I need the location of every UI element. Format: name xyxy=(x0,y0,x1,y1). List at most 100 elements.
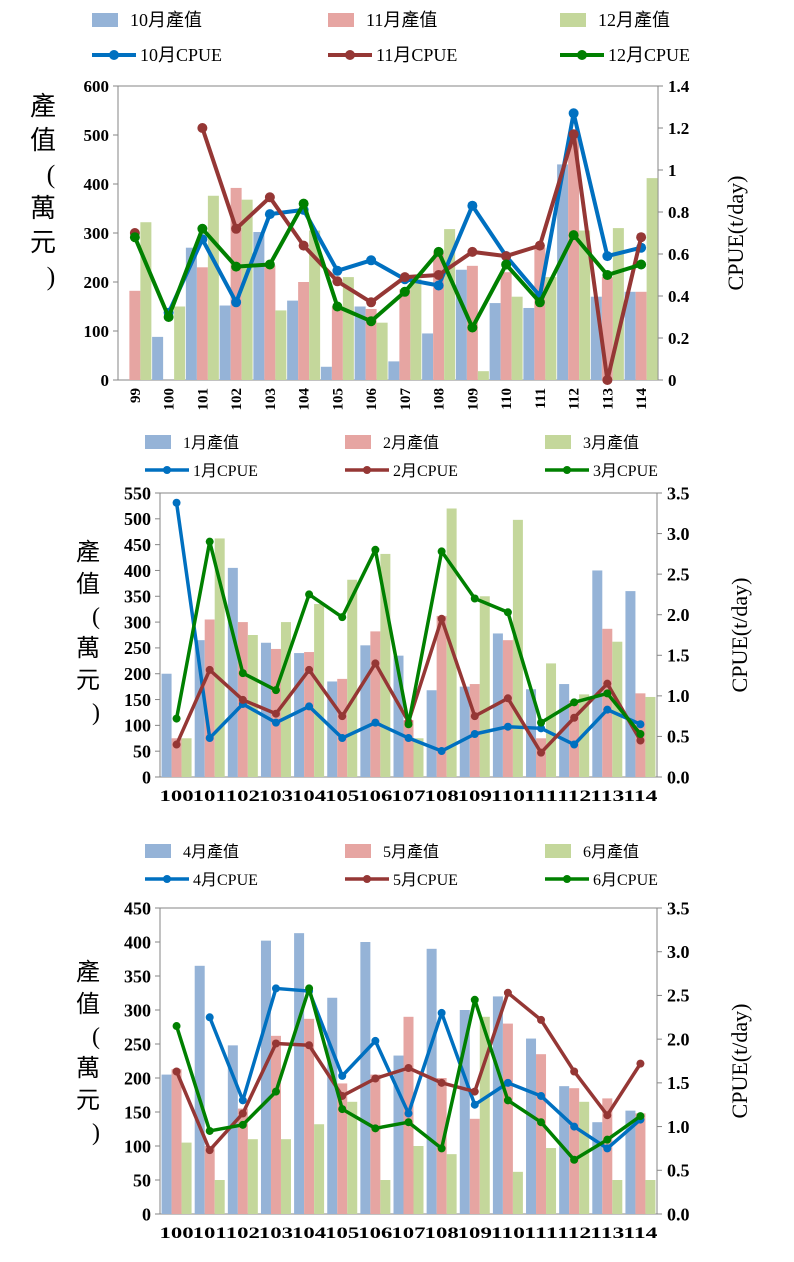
y-tick-label: 350 xyxy=(124,587,151,607)
point-1月CPUE xyxy=(603,705,612,714)
point-12月CPUE xyxy=(501,259,512,270)
bar-11月產值 xyxy=(433,252,445,380)
bar-1月產值 xyxy=(227,567,238,777)
point-1月CPUE xyxy=(437,747,446,756)
y2-axis-title: CPUE(t/day) xyxy=(727,578,752,693)
point-2月CPUE xyxy=(305,665,314,674)
point-11月CPUE xyxy=(298,240,309,251)
legend-label: 6月CPUE xyxy=(593,872,658,889)
bar-2月產值 xyxy=(204,619,215,777)
point-11月CPUE xyxy=(433,270,444,280)
bar-6月產值 xyxy=(247,1139,258,1214)
bar-6月產值 xyxy=(612,1180,623,1214)
bar-10月產值 xyxy=(489,303,501,380)
point-6月CPUE xyxy=(305,984,314,993)
bar-10月產值 xyxy=(523,307,535,380)
point-1月CPUE xyxy=(404,734,413,743)
point-1月CPUE xyxy=(470,729,479,738)
bar-6月產值 xyxy=(446,1154,457,1214)
point-5月CPUE xyxy=(537,1015,546,1024)
y2-tick-label: 3.5 xyxy=(667,483,690,503)
point-5月CPUE xyxy=(238,1109,247,1118)
x-tick-label: 110 xyxy=(491,1225,525,1242)
y2-axis-title: CPUE(t/day) xyxy=(723,176,748,291)
bar-4月產值 xyxy=(327,997,338,1214)
y2-tick-label: 1 xyxy=(668,161,677,180)
bar-3月產值 xyxy=(645,696,656,777)
y-tick-label: 500 xyxy=(84,126,110,145)
y2-tick-label: 2.5 xyxy=(667,986,690,1006)
legend-label: 5月產值 xyxy=(383,843,439,861)
bar-6月產值 xyxy=(413,1146,424,1214)
point-3月CPUE xyxy=(404,720,413,729)
y-axis-title: 產值(萬元) xyxy=(76,539,100,726)
x-tick-label: 99 xyxy=(128,388,144,403)
point-6月CPUE xyxy=(603,1135,612,1144)
point-5月CPUE xyxy=(205,1146,214,1155)
bar-5月產值 xyxy=(171,1069,182,1214)
y-tick-label: 50 xyxy=(133,1170,151,1190)
y-tick-label: 350 xyxy=(124,966,151,986)
point-4月CPUE xyxy=(470,1100,479,1109)
point-12月CPUE xyxy=(163,312,174,322)
point-3月CPUE xyxy=(371,545,380,554)
y-tick-label: 0 xyxy=(142,1204,151,1224)
point-1月CPUE xyxy=(305,702,314,711)
point-6月CPUE xyxy=(537,1118,546,1127)
y-tick-label: 400 xyxy=(124,561,151,581)
legend-label: 11月CPUE xyxy=(376,45,457,65)
point-11月CPUE xyxy=(636,232,647,243)
bar-4月產值 xyxy=(227,1045,238,1214)
y2-tick-label: 0.2 xyxy=(668,329,689,348)
y2-tick-label: 1.5 xyxy=(667,646,690,666)
bar-4月產值 xyxy=(592,1122,603,1214)
y-tick-label: 450 xyxy=(124,898,151,918)
point-6月CPUE xyxy=(338,1105,347,1114)
point-3月CPUE xyxy=(437,547,446,556)
y-tick-label: 400 xyxy=(84,175,110,194)
x-tick-label: 105 xyxy=(325,1225,359,1242)
line-11月CPUE xyxy=(200,127,644,382)
bar-4月產值 xyxy=(294,933,305,1214)
legend-swatch-1月產值 xyxy=(145,435,171,449)
bar-3月產值 xyxy=(479,596,490,777)
bar-3月產值 xyxy=(214,538,225,777)
y2-tick-label: 1.0 xyxy=(667,1117,690,1137)
bar-12月產值 xyxy=(174,306,186,380)
bar-12月產值 xyxy=(545,277,557,380)
bar-12月產值 xyxy=(612,228,624,380)
x-tick-label: 114 xyxy=(623,788,657,805)
x-tick-label: 105 xyxy=(330,388,346,411)
bar-10月產值 xyxy=(354,306,366,380)
bar-4月產值 xyxy=(161,1074,172,1214)
point-1月CPUE xyxy=(636,720,645,729)
bar-10月產值 xyxy=(185,247,197,380)
bar-12月產值 xyxy=(309,230,321,380)
x-tick-label: 114 xyxy=(623,1225,657,1242)
y-tick-label: 100 xyxy=(84,322,110,341)
point-5月CPUE xyxy=(470,1087,479,1096)
x-tick-label: 105 xyxy=(325,788,359,805)
point-11月CPUE xyxy=(501,251,512,262)
x-tick-label: 109 xyxy=(458,1225,492,1242)
bar-11月產值 xyxy=(500,272,512,380)
point-6月CPUE xyxy=(503,1096,512,1105)
y2-tick-label: 1.2 xyxy=(668,119,689,138)
legend-swatch-10月產值 xyxy=(92,13,118,27)
point-2月CPUE xyxy=(172,740,181,749)
point-6月CPUE xyxy=(470,995,479,1004)
x-tick-label: 107 xyxy=(391,788,425,805)
legend-swatch-4月產值 xyxy=(145,844,171,858)
legend-marker-5月CPUE xyxy=(363,875,371,883)
y-tick-label: 300 xyxy=(124,1000,151,1020)
bar-2月產值 xyxy=(569,700,580,777)
point-6月CPUE xyxy=(404,1118,413,1127)
legend-marker-4月CPUE xyxy=(163,875,171,883)
point-1月CPUE xyxy=(537,724,546,733)
bar-6月產值 xyxy=(214,1180,225,1214)
x-tick-label: 106 xyxy=(358,1225,392,1242)
point-4月CPUE xyxy=(238,1096,247,1105)
y-tick-label: 50 xyxy=(133,741,151,761)
y2-tick-label: 1.4 xyxy=(668,77,690,96)
bar-10月產值 xyxy=(253,232,265,380)
